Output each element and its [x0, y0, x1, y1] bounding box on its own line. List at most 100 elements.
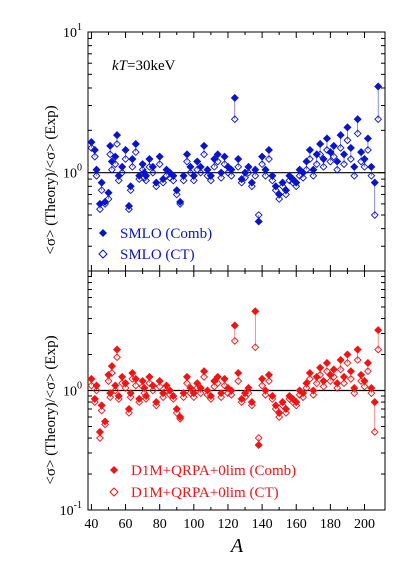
data-point-ct: [206, 394, 215, 403]
data-point-comb: [357, 148, 366, 157]
data-point-comb: [305, 369, 314, 378]
data-point-comb: [244, 383, 253, 392]
data-point-comb: [193, 379, 202, 388]
data-point-ct: [196, 389, 205, 398]
data-point-ct: [142, 176, 150, 185]
data-point-comb: [145, 155, 154, 164]
data-point-ct: [258, 160, 267, 169]
data-point-ct: [230, 115, 239, 124]
x-tick-label: 100: [183, 517, 204, 532]
data-point-ct: [92, 386, 101, 395]
data-point-comb: [200, 367, 209, 376]
data-point-comb: [87, 138, 96, 147]
data-point-ct: [128, 162, 137, 171]
data-point-ct: [131, 148, 140, 157]
data-point-ct: [374, 115, 383, 124]
data-point-ct: [169, 176, 178, 185]
data-point-ct: [254, 434, 263, 442]
legend-marker-open-diamond: [109, 487, 119, 497]
data-point-comb: [162, 165, 171, 174]
data-point-ct: [360, 382, 369, 391]
data-point-comb: [374, 82, 383, 91]
data-point-comb: [121, 145, 130, 154]
data-point-ct: [370, 428, 379, 436]
data-point-comb: [107, 362, 116, 371]
data-point-ct: [264, 155, 273, 163]
data-point-comb: [176, 412, 185, 422]
data-point-comb: [126, 389, 135, 398]
data-point-comb: [227, 165, 236, 174]
data-point-ct: [299, 393, 308, 402]
data-point-comb: [343, 123, 352, 132]
data-point-comb: [251, 307, 260, 316]
data-point-ct: [319, 382, 328, 391]
data-point-comb: [230, 93, 239, 102]
data-point-comb: [340, 150, 349, 159]
data-point-ct: [285, 176, 294, 185]
data-point-ct: [148, 386, 157, 395]
data-point-ct: [183, 157, 191, 166]
data-point-comb: [111, 381, 120, 390]
data-point-comb: [350, 162, 359, 171]
data-point-ct: [254, 211, 263, 219]
data-point-ct: [258, 381, 267, 390]
data-point-ct: [333, 165, 342, 174]
data-point-comb: [264, 370, 273, 379]
data-point-comb: [326, 148, 335, 157]
data-point-ct: [125, 408, 133, 417]
data-point-ct: [113, 353, 121, 362]
data-point-comb: [319, 377, 328, 386]
data-point-ct: [104, 377, 113, 385]
data-point-comb: [97, 401, 106, 410]
legend-marker-filled-diamond: [99, 229, 107, 237]
data-point-comb: [227, 386, 236, 395]
data-point-ct: [353, 129, 362, 138]
data-point-comb: [370, 178, 379, 187]
data-point-ct: [90, 398, 99, 407]
data-point-ct: [346, 374, 355, 383]
data-point-ct: [193, 384, 202, 392]
data-point-ct: [159, 178, 168, 187]
data-point-ct: [118, 168, 127, 177]
data-point-ct: [292, 182, 301, 191]
data-point-ct: [282, 408, 290, 417]
data-point-ct: [323, 146, 331, 154]
data-point-ct: [302, 165, 311, 174]
data-point-comb: [353, 115, 362, 124]
data-point-ct: [346, 155, 355, 163]
data-point-ct: [165, 390, 174, 399]
data-point-ct: [309, 390, 318, 399]
data-point-ct: [92, 171, 101, 180]
data-point-ct: [271, 405, 280, 413]
x-axis-label: A: [229, 535, 244, 557]
data-point-ct: [309, 171, 318, 180]
data-point-ct: [329, 152, 338, 161]
data-point-ct: [360, 162, 369, 171]
y-tick-label: 10-1: [60, 500, 82, 519]
data-point-ct: [305, 155, 314, 163]
data-point-comb: [264, 145, 273, 154]
data-point-ct: [292, 401, 301, 410]
bottom-plot-area: [87, 307, 383, 450]
data-point-ct: [210, 162, 219, 171]
data-point-ct: [97, 186, 106, 195]
x-tick-label: 140: [252, 517, 273, 532]
data-point-ct: [340, 160, 348, 169]
data-point-comb: [363, 134, 372, 143]
data-point-ct: [227, 171, 236, 180]
data-point-ct: [106, 150, 115, 159]
data-point-ct: [176, 414, 185, 423]
data-point-ct: [189, 393, 198, 402]
data-point-ct: [241, 173, 249, 182]
data-point-comb: [104, 188, 113, 197]
legend-label-d1m-comb: D1M+QRPA+0lim (Comb): [131, 463, 296, 479]
data-point-ct: [374, 345, 383, 354]
data-point-ct: [217, 173, 226, 182]
data-point-comb: [159, 389, 168, 398]
data-point-ct: [264, 377, 273, 385]
data-point-ct: [230, 336, 239, 345]
data-point-comb: [350, 383, 359, 392]
data-point-comb: [346, 367, 355, 376]
legend-label-d1m-ct: D1M+QRPA+0lim (CT): [131, 485, 279, 501]
data-point-ct: [107, 369, 116, 377]
